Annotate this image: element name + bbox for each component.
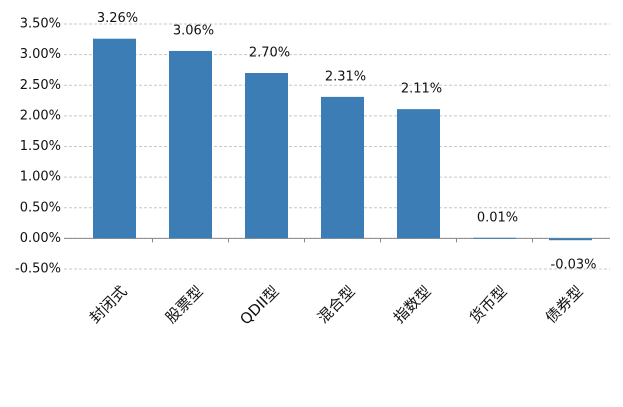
x-tick-label: 指数型 xyxy=(390,282,435,327)
bar xyxy=(321,96,364,239)
y-tick-label: 0.50% xyxy=(20,200,61,215)
value-label: 2.11% xyxy=(401,82,442,97)
y-tick-label: 1.50% xyxy=(20,139,61,154)
bar xyxy=(93,38,136,239)
value-label: 0.01% xyxy=(477,210,518,225)
bar xyxy=(169,50,212,239)
y-tick-label: 3.00% xyxy=(20,47,61,62)
value-label: 3.06% xyxy=(173,23,214,38)
bar xyxy=(549,238,592,241)
value-label: 3.26% xyxy=(97,11,138,26)
x-tick-label: 货币型 xyxy=(466,282,511,327)
x-tick-label: 债券型 xyxy=(542,282,587,327)
value-label: 2.31% xyxy=(325,69,366,84)
y-tick-label: 1.00% xyxy=(20,170,61,185)
y-tick-label: 2.50% xyxy=(20,78,61,93)
value-label: 2.70% xyxy=(249,46,290,61)
y-tick-label: 0.00% xyxy=(20,231,61,246)
x-tick-label: 混合型 xyxy=(314,282,359,327)
bar xyxy=(397,109,440,239)
value-label: -0.03% xyxy=(551,258,597,273)
x-tick-label: 封闭式 xyxy=(86,282,131,327)
x-tick-label: QDII型 xyxy=(236,282,282,328)
y-tick-label: 3.50% xyxy=(20,17,61,32)
x-tick-label: 股票型 xyxy=(162,282,207,327)
y-tick-label: 2.00% xyxy=(20,108,61,123)
bar xyxy=(245,73,288,239)
bar xyxy=(473,237,516,239)
y-tick-label: -0.50% xyxy=(15,262,61,277)
